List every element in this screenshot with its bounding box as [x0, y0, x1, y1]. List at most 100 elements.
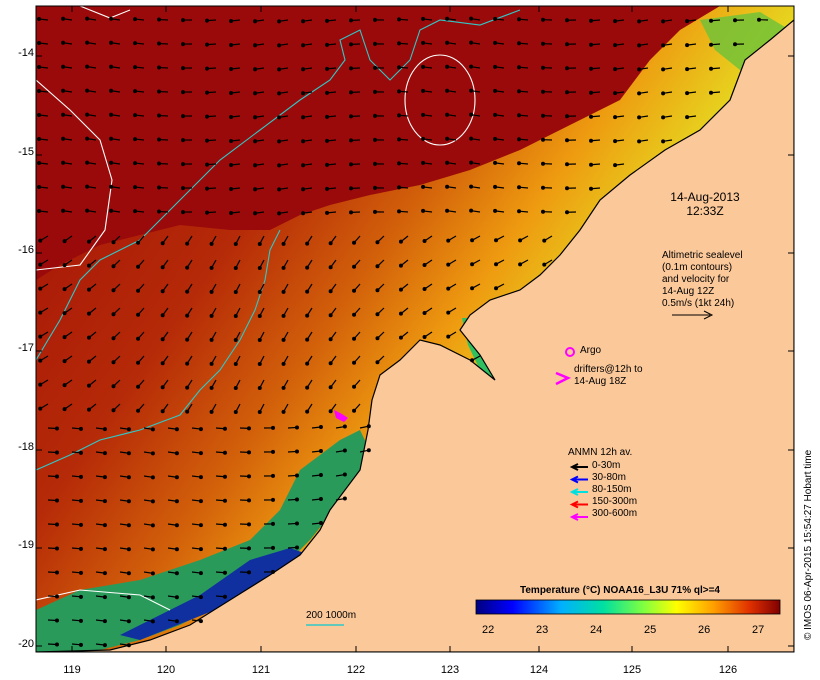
- velocity-arrow-head: [157, 113, 162, 118]
- anmn-legend-label: 80-150m: [592, 484, 632, 495]
- velocity-arrow-head: [517, 41, 522, 46]
- velocity-arrow-head: [209, 337, 214, 342]
- velocity-arrow-head: [366, 424, 371, 429]
- velocity-arrow-head: [198, 571, 203, 576]
- velocity-arrow-head: [150, 475, 155, 480]
- anmn-legend-label: 300-600m: [592, 508, 638, 519]
- velocity-arrow-head: [111, 336, 116, 341]
- velocity-arrow-head: [328, 265, 333, 270]
- velocity-arrow-head: [38, 286, 43, 291]
- velocity-arrow-head: [421, 40, 426, 45]
- velocity-arrow-head: [181, 162, 186, 167]
- velocity-arrow-head: [61, 208, 66, 213]
- velocity-arrow-head: [62, 263, 67, 268]
- velocity-arrow-head: [205, 42, 210, 47]
- velocity-arrow-head: [102, 571, 107, 576]
- velocity-arrow-head: [253, 19, 258, 24]
- velocity-arrow-head: [136, 312, 141, 317]
- velocity-arrow-head: [375, 288, 380, 293]
- velocity-arrow-head: [421, 112, 426, 117]
- velocity-arrow-head: [305, 385, 310, 390]
- velocity-arrow-head: [445, 136, 450, 141]
- velocity-arrow-head: [54, 570, 59, 575]
- velocity-arrow-head: [281, 385, 286, 390]
- velocity-arrow-head: [685, 67, 690, 72]
- velocity-arrow-head: [421, 16, 426, 21]
- velocity-arrow-head: [174, 547, 179, 552]
- velocity-arrow-head: [54, 618, 59, 623]
- velocity-arrow-head: [222, 522, 227, 527]
- velocity-arrow-head: [517, 209, 522, 214]
- velocity-arrow-head: [421, 136, 426, 141]
- velocity-arrow-head: [185, 289, 190, 294]
- velocity-arrow-head: [181, 138, 186, 143]
- velocity-arrow-head: [397, 185, 402, 190]
- velocity-arrow-head: [352, 288, 357, 293]
- velocity-arrow-head: [157, 89, 162, 94]
- velocity-arrow-head: [62, 407, 67, 412]
- velocity-arrow-head: [253, 187, 258, 192]
- velocity-arrow-head: [222, 570, 227, 575]
- velocity-arrow-head: [229, 19, 234, 24]
- velocity-arrow-head: [613, 115, 618, 120]
- velocity-arrow-head: [233, 289, 238, 294]
- velocity-arrow-head: [637, 43, 642, 48]
- lat-label-17: -17: [18, 342, 34, 354]
- velocity-arrow-head: [126, 499, 131, 504]
- velocity-arrow-head: [222, 498, 227, 503]
- velocity-arrow-head: [421, 160, 426, 165]
- velocity-arrow-head: [205, 138, 210, 143]
- velocity-arrow-head: [61, 112, 66, 117]
- velocity-arrow-head: [518, 262, 523, 267]
- velocity-arrow-head: [685, 115, 690, 120]
- velocity-arrow-head: [469, 40, 474, 45]
- velocity-arrow-head: [246, 450, 251, 455]
- velocity-arrow-head: [685, 91, 690, 96]
- anmn-legend-title: ANMN 12h av.: [568, 447, 633, 458]
- velocity-arrow-head: [229, 91, 234, 96]
- velocity-arrow-head: [469, 88, 474, 93]
- velocity-arrow-head: [352, 312, 357, 317]
- velocity-arrow-head: [421, 88, 426, 93]
- velocity-arrow-head: [301, 43, 306, 48]
- isobath-lines: [36, 9, 521, 471]
- velocity-arrow-head: [445, 40, 450, 45]
- velocity-arrow-head: [233, 265, 238, 270]
- velocity-arrow-head: [445, 16, 450, 21]
- anmn-legend-label: 150-300m: [592, 496, 638, 507]
- velocity-arrow-head: [126, 475, 131, 480]
- velocity-arrow-head: [185, 361, 190, 366]
- velocity-arrow-head: [61, 88, 66, 93]
- velocity-arrow-head: [637, 19, 642, 24]
- velocity-arrow-head: [541, 209, 546, 214]
- velocity-arrow-head: [277, 67, 282, 72]
- velocity-arrow-head: [133, 161, 138, 166]
- velocity-arrow-head: [397, 137, 402, 142]
- velocity-arrow-head: [246, 498, 251, 503]
- velocity-arrow-head: [366, 448, 371, 453]
- velocity-arrow-head: [397, 89, 402, 94]
- velocity-arrow-head: [421, 208, 426, 213]
- velocity-arrow-head: [78, 594, 83, 599]
- velocity-arrow-head: [375, 240, 380, 245]
- velocity-arrow-head: [301, 139, 306, 144]
- velocity-arrow-head: [54, 498, 59, 503]
- velocity-arrow-head: [446, 238, 451, 243]
- timestamp-date: 14-Aug-2013: [670, 190, 740, 204]
- velocity-arrow-head: [270, 569, 275, 574]
- velocity-arrow-head: [493, 88, 498, 93]
- velocity-arrow-head: [61, 64, 66, 69]
- velocity-arrow-head: [185, 241, 190, 246]
- velocity-arrow-head: [305, 265, 310, 270]
- velocity-arrow-head: [160, 361, 165, 366]
- velocity-arrow-head: [150, 427, 155, 432]
- velocity-arrow-head: [318, 520, 323, 525]
- velocity-arrow-head: [565, 186, 570, 191]
- velocity-arrow-head: [469, 208, 474, 213]
- colorbar-title: Temperature (°C) NOAA16_L3U 71% ql>=4: [520, 585, 720, 596]
- velocity-arrow-head: [54, 642, 59, 647]
- velocity-arrow-head: [318, 424, 323, 429]
- velocity-arrow-head: [37, 113, 42, 118]
- colorbar-tick: 23: [536, 624, 549, 636]
